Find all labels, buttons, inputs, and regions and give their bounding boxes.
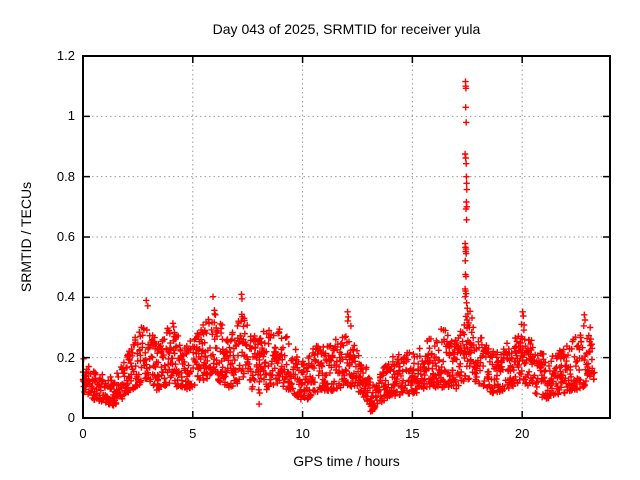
x-tick-label: 20 xyxy=(514,426,530,441)
y-tick-label: 0.8 xyxy=(56,168,75,184)
scatter-points xyxy=(79,320,181,409)
y-tick-label: 0 xyxy=(67,410,75,425)
scatter-points xyxy=(174,307,278,397)
scatter-points xyxy=(271,326,370,403)
x-axis-label: GPS time / hours xyxy=(293,453,400,469)
y-tick-label: 1 xyxy=(67,108,75,124)
x-tick-label: 0 xyxy=(79,426,87,441)
y-tick-label: 1.2 xyxy=(56,48,75,63)
y-tick-label: 0.2 xyxy=(56,349,75,365)
grid-lines xyxy=(83,56,610,418)
x-tick-label: 15 xyxy=(405,426,420,441)
y-tick-label: 0.4 xyxy=(56,289,75,305)
y-tick-label: 0.6 xyxy=(56,229,75,244)
plot-border xyxy=(82,55,611,419)
scatter-points xyxy=(458,308,561,402)
x-tick-label: 5 xyxy=(189,426,197,441)
x-tick-label: 10 xyxy=(295,426,310,441)
chart-title: Day 043 of 2025, SRMTID for receiver yul… xyxy=(212,21,481,37)
scatter-points xyxy=(143,78,598,415)
scatter-points xyxy=(363,326,465,415)
